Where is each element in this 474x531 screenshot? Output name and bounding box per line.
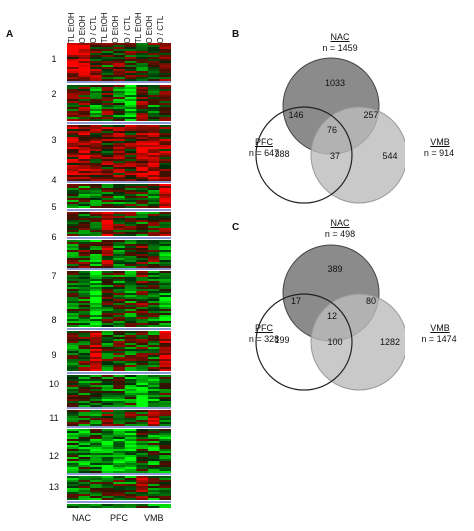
region-label-pfc: PFC: [110, 513, 128, 523]
venn-b-nac-n: n = 1459: [322, 43, 358, 53]
venn-b-nac-vmb: 257: [363, 110, 379, 120]
venn-c-diagram: [255, 244, 405, 391]
cluster-label: 10: [48, 379, 59, 389]
cluster-label: 3: [51, 135, 57, 145]
cluster-label: 12: [48, 451, 59, 461]
venn-c-pfc-name: PFC: [255, 323, 273, 333]
cluster-label: 4: [51, 175, 57, 185]
cluster-label: 2: [51, 89, 57, 99]
cluster-label: 13: [48, 482, 59, 492]
venn-c-pfc-only: 199: [274, 335, 290, 345]
cluster-label: 11: [49, 413, 59, 423]
venn-c-pfc-vmb: 100: [327, 337, 343, 347]
venn-b-pfc-circle: [255, 106, 353, 204]
venn-b-diagram: [255, 57, 405, 204]
region-label-nac: NAC: [72, 513, 92, 523]
venn-b-nac-only: 1033: [324, 78, 346, 88]
venn-c-nac-vmb: 80: [365, 296, 376, 306]
venn-c-pfc-circle: [255, 293, 353, 391]
venn-c-nac-n: n = 498: [324, 229, 356, 239]
cluster-label: 1: [51, 54, 57, 64]
venn-b-vmb-name: VMB: [430, 137, 450, 147]
cluster-label: 8: [51, 315, 57, 325]
venn-b-nac-pfc: 146: [288, 110, 304, 120]
venn-c-vmb-only: 1282: [379, 337, 401, 347]
venn-c-vmb-name: VMB: [430, 323, 450, 333]
region-label-vmb: VMB: [144, 513, 164, 523]
venn-b-vmb-only: 544: [382, 151, 398, 161]
panel-a-label: A: [6, 29, 14, 40]
venn-b-nac-name: NAC: [330, 32, 350, 42]
venn-b-pfc-vmb: 37: [329, 151, 340, 161]
venn-b-pfc-only: 388: [274, 149, 290, 159]
panel-b-label: B: [232, 29, 240, 40]
venn-c-vmb-n: n = 1474: [421, 334, 457, 344]
venn-b-all: 76: [326, 125, 337, 135]
venn-c-vmb-circle: [310, 293, 405, 391]
cluster-label: 7: [51, 271, 57, 281]
venn-c-nac-only: 389: [327, 264, 343, 274]
venn-b-vmb-circle: [310, 106, 405, 204]
venn-c-pfc-n: n = 328: [248, 334, 280, 344]
cluster-label: 9: [51, 350, 57, 360]
venn-b-pfc-n: n = 647: [248, 148, 280, 158]
cluster-label: 6: [51, 232, 57, 242]
venn-b-pfc-name: PFC: [255, 137, 273, 147]
cluster-label: 5: [51, 202, 57, 212]
heatmap: [67, 43, 171, 508]
panel-c-label: C: [232, 222, 240, 233]
venn-b-vmb-n: n = 914: [423, 148, 455, 158]
venn-c-nac-name: NAC: [330, 218, 350, 228]
venn-c-nac-pfc: 17: [290, 296, 301, 306]
venn-c-all: 12: [326, 311, 337, 321]
